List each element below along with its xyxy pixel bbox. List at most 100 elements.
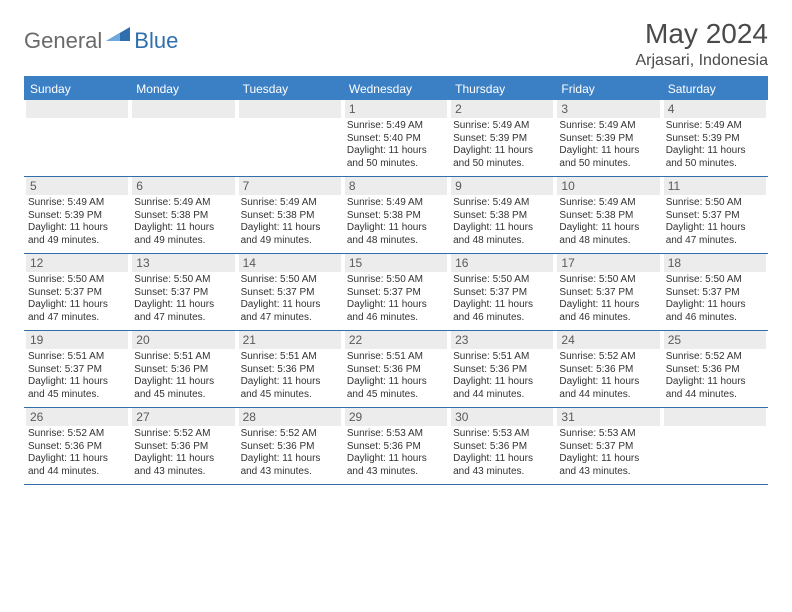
daylight-line: Daylight: 11 hours and 45 minutes. <box>241 376 339 401</box>
day-info: Sunrise: 5:52 AMSunset: 5:36 PMDaylight:… <box>557 349 659 401</box>
sunset-line: Sunset: 5:36 PM <box>134 441 232 454</box>
daylight-line: Daylight: 11 hours and 49 minutes. <box>134 222 232 247</box>
day-info: Sunrise: 5:50 AMSunset: 5:37 PMDaylight:… <box>26 272 128 324</box>
day-info: Sunrise: 5:52 AMSunset: 5:36 PMDaylight:… <box>664 349 766 401</box>
calendar-cell <box>130 100 236 176</box>
calendar-week: 26Sunrise: 5:52 AMSunset: 5:36 PMDayligh… <box>24 408 768 485</box>
day-info: Sunrise: 5:51 AMSunset: 5:37 PMDaylight:… <box>26 349 128 401</box>
sunrise-line: Sunrise: 5:51 AM <box>347 351 445 364</box>
day-number: 27 <box>132 408 234 426</box>
sunset-line: Sunset: 5:37 PM <box>347 287 445 300</box>
calendar-cell: 18Sunrise: 5:50 AMSunset: 5:37 PMDayligh… <box>662 254 768 330</box>
daylight-line: Daylight: 11 hours and 46 minutes. <box>666 299 764 324</box>
daylight-line: Daylight: 11 hours and 43 minutes. <box>134 453 232 478</box>
sunrise-line: Sunrise: 5:51 AM <box>28 351 126 364</box>
day-info: Sunrise: 5:51 AMSunset: 5:36 PMDaylight:… <box>451 349 553 401</box>
sunset-line: Sunset: 5:38 PM <box>134 210 232 223</box>
day-number: 10 <box>557 177 659 195</box>
calendar-cell: 4 Sunrise: 5:49 AMSunset: 5:39 PMDaylight… <box>662 100 768 176</box>
sunset-line: Sunset: 5:39 PM <box>666 133 764 146</box>
daylight-line: Daylight: 11 hours and 47 minutes. <box>28 299 126 324</box>
day-info: Sunrise: 5:51 AMSunset: 5:36 PMDaylight:… <box>132 349 234 401</box>
calendar-cell <box>24 100 130 176</box>
day-number: 21 <box>239 331 341 349</box>
day-info: Sunrise: 5:49 AMSunset: 5:39 PMDaylight:… <box>26 195 128 247</box>
calendar-cell: 31Sunrise: 5:53 AMSunset: 5:37 PMDayligh… <box>555 408 661 484</box>
day-number: 11 <box>664 177 766 195</box>
calendar-cell: 7Sunrise: 5:49 AMSunset: 5:38 PMDaylight… <box>237 177 343 253</box>
sunset-line: Sunset: 5:37 PM <box>559 441 657 454</box>
logo-triangle-icon <box>106 25 132 48</box>
calendar-cell <box>662 408 768 484</box>
day-info: Sunrise: 5:49 AMSunset: 5:40 PMDaylight:… <box>345 118 447 170</box>
calendar-cell: 20Sunrise: 5:51 AMSunset: 5:36 PMDayligh… <box>130 331 236 407</box>
day-number: 31 <box>557 408 659 426</box>
sunrise-line: Sunrise: 5:51 AM <box>241 351 339 364</box>
sunrise-line: Sunrise: 5:49 AM <box>666 120 764 133</box>
day-number: 25 <box>664 331 766 349</box>
calendar-cell: 28Sunrise: 5:52 AMSunset: 5:36 PMDayligh… <box>237 408 343 484</box>
daylight-line: Daylight: 11 hours and 47 minutes. <box>134 299 232 324</box>
day-of-week-header: Friday <box>555 78 661 100</box>
calendar-cell: 21 Sunrise: 5:51 AMSunset: 5:36 PMDayligh… <box>237 331 343 407</box>
day-info: Sunrise: 5:50 AMSunset: 5:37 PMDaylight:… <box>132 272 234 324</box>
sunset-line: Sunset: 5:36 PM <box>241 364 339 377</box>
day-number: 9 <box>451 177 553 195</box>
calendar-cell: 6Sunrise: 5:49 AMSunset: 5:38 PMDaylight… <box>130 177 236 253</box>
sunrise-line: Sunrise: 5:50 AM <box>666 197 764 210</box>
sunset-line: Sunset: 5:37 PM <box>559 287 657 300</box>
calendar-cell: 12Sunrise: 5:50 AMSunset: 5:37 PMDayligh… <box>24 254 130 330</box>
sunrise-line: Sunrise: 5:49 AM <box>347 120 445 133</box>
sunrise-line: Sunrise: 5:52 AM <box>666 351 764 364</box>
sunrise-line: Sunrise: 5:49 AM <box>28 197 126 210</box>
sunset-line: Sunset: 5:37 PM <box>666 210 764 223</box>
calendar-week: 5Sunrise: 5:49 AMSunset: 5:39 PMDaylight… <box>24 177 768 254</box>
day-number: 22 <box>345 331 447 349</box>
calendar-cell: 10 Sunrise: 5:49 AMSunset: 5:38 PMDayligh… <box>555 177 661 253</box>
sunrise-line: Sunrise: 5:49 AM <box>559 197 657 210</box>
sunset-line: Sunset: 5:38 PM <box>347 210 445 223</box>
sunset-line: Sunset: 5:37 PM <box>241 287 339 300</box>
day-info: Sunrise: 5:52 AMSunset: 5:36 PMDaylight:… <box>132 426 234 478</box>
daylight-line: Daylight: 11 hours and 44 minutes. <box>559 376 657 401</box>
daylight-line: Daylight: 11 hours and 44 minutes. <box>453 376 551 401</box>
sunset-line: Sunset: 5:37 PM <box>28 287 126 300</box>
daylight-line: Daylight: 11 hours and 49 minutes. <box>241 222 339 247</box>
day-number: 3 <box>557 100 659 118</box>
sunset-line: Sunset: 5:39 PM <box>28 210 126 223</box>
sunrise-line: Sunrise: 5:51 AM <box>134 351 232 364</box>
sunrise-line: Sunrise: 5:49 AM <box>559 120 657 133</box>
day-of-week-header: Saturday <box>662 78 768 100</box>
calendar-cell: 15Sunrise: 5:50 AMSunset: 5:37 PMDayligh… <box>343 254 449 330</box>
calendar-cell: 8Sunrise: 5:49 AMSunset: 5:38 PMDaylight… <box>343 177 449 253</box>
calendar-cell: 19Sunrise: 5:51 AMSunset: 5:37 PMDayligh… <box>24 331 130 407</box>
daylight-line: Daylight: 11 hours and 46 minutes. <box>559 299 657 324</box>
calendar-cell: 3Sunrise: 5:49 AMSunset: 5:39 PMDaylight… <box>555 100 661 176</box>
day-number: 4 <box>664 100 766 118</box>
daylight-line: Daylight: 11 hours and 47 minutes. <box>241 299 339 324</box>
sunrise-line: Sunrise: 5:50 AM <box>453 274 551 287</box>
location: Arjasari, Indonesia <box>635 52 768 70</box>
daylight-line: Daylight: 11 hours and 44 minutes. <box>666 376 764 401</box>
day-number <box>239 100 341 118</box>
calendar-cell: 13Sunrise: 5:50 AMSunset: 5:37 PMDayligh… <box>130 254 236 330</box>
calendar-cell: 1Sunrise: 5:49 AMSunset: 5:40 PMDaylight… <box>343 100 449 176</box>
daylight-line: Daylight: 11 hours and 45 minutes. <box>28 376 126 401</box>
sunrise-line: Sunrise: 5:52 AM <box>134 428 232 441</box>
day-number: 30 <box>451 408 553 426</box>
daylight-line: Daylight: 11 hours and 50 minutes. <box>347 145 445 170</box>
calendar-cell: 25Sunrise: 5:52 AMSunset: 5:36 PMDayligh… <box>662 331 768 407</box>
sunset-line: Sunset: 5:38 PM <box>559 210 657 223</box>
day-of-week-header: Tuesday <box>237 78 343 100</box>
day-number: 19 <box>26 331 128 349</box>
day-number: 13 <box>132 254 234 272</box>
daylight-line: Daylight: 11 hours and 50 minutes. <box>666 145 764 170</box>
daylight-line: Daylight: 11 hours and 50 minutes. <box>559 145 657 170</box>
day-info: Sunrise: 5:49 AMSunset: 5:38 PMDaylight:… <box>132 195 234 247</box>
sunrise-line: Sunrise: 5:53 AM <box>347 428 445 441</box>
sunrise-line: Sunrise: 5:50 AM <box>134 274 232 287</box>
day-number <box>26 100 128 118</box>
daylight-line: Daylight: 11 hours and 48 minutes. <box>559 222 657 247</box>
day-number: 7 <box>239 177 341 195</box>
daylight-line: Daylight: 11 hours and 43 minutes. <box>241 453 339 478</box>
